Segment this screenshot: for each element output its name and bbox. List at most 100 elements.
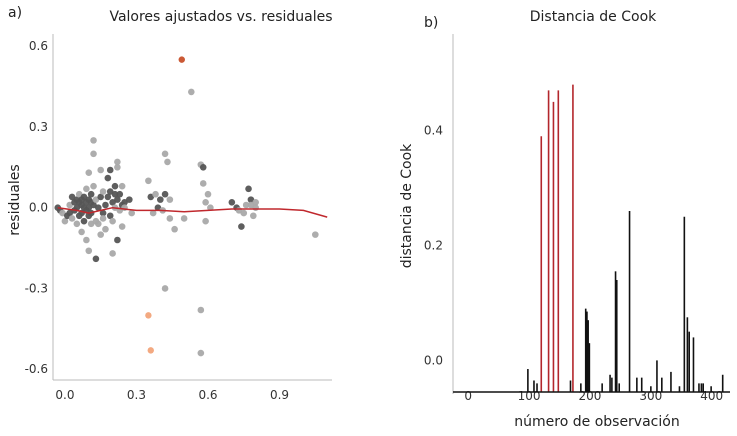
residual-point: [166, 196, 174, 203]
residual-point: [197, 306, 205, 314]
residual-point: [97, 193, 104, 201]
residual-point: [166, 215, 174, 222]
residual-point: [99, 209, 107, 217]
cook-y-axis-label: distancia de Cook: [399, 143, 415, 268]
residual-point: [202, 217, 209, 225]
residual-point: [114, 236, 121, 244]
residual-point: [188, 88, 195, 96]
residual-point: [152, 190, 159, 198]
residual-point: [161, 190, 169, 198]
residual-point: [149, 209, 157, 217]
residual-point: [78, 228, 85, 236]
cook-x-tick-label: 0: [464, 389, 472, 403]
residual-point: [252, 199, 259, 206]
residual-point: [95, 204, 102, 211]
residuals-x-tick-label: 0.6: [198, 388, 217, 402]
residual-point: [116, 190, 124, 198]
residual-point: [97, 166, 104, 174]
residual-point: [109, 250, 116, 257]
residuals-y-tick-label: -0.3: [25, 281, 48, 295]
residual-point: [104, 174, 112, 182]
residual-point: [104, 193, 112, 201]
residuals-y-tick-label: 0.6: [29, 39, 48, 53]
residuals-y-axis-label: residuales: [7, 164, 23, 235]
residual-point: [242, 201, 250, 209]
residuals-smooth-line: [57, 206, 328, 218]
residual-point: [109, 217, 116, 225]
residual-point: [197, 349, 205, 357]
residuals-x-tick-label: 0.3: [127, 388, 146, 402]
residual-point: [114, 158, 121, 166]
cook-y-tick-label: 0.4: [424, 124, 443, 138]
residual-point: [240, 209, 248, 217]
residual-point: [157, 196, 164, 203]
residual-point: [80, 217, 88, 225]
cook-x-axis-label: número de observación: [514, 414, 679, 430]
residual-point: [90, 182, 97, 190]
residual-point: [202, 199, 209, 206]
residual-point: [199, 164, 207, 171]
residual-point: [90, 150, 97, 158]
residual-point: [99, 215, 107, 222]
residual-point: [118, 182, 126, 190]
residual-point: [92, 255, 100, 263]
residuals-y-tick-label: -0.6: [25, 362, 48, 376]
residual-point: [245, 185, 252, 193]
residual-point: [68, 215, 76, 222]
residual-point: [106, 212, 114, 220]
residual-point: [145, 312, 152, 319]
residual-point: [61, 217, 69, 225]
residual-point: [252, 204, 259, 211]
residual-point: [111, 190, 119, 198]
residual-point: [228, 199, 236, 206]
cook-y-tick-label: 0.2: [424, 238, 443, 252]
cook-y-tick-label: 0.0: [424, 353, 443, 367]
residual-point: [95, 220, 102, 228]
residual-point: [85, 169, 93, 176]
residuals-points: [54, 56, 319, 357]
residual-point: [161, 285, 169, 292]
residual-point: [114, 164, 121, 171]
residual-point: [102, 201, 109, 209]
residual-point: [111, 182, 119, 190]
residual-point: [126, 196, 133, 203]
residual-point: [250, 212, 257, 220]
residual-point: [99, 188, 107, 195]
residuals-x-tick-label: 0.9: [270, 388, 289, 402]
residuals-x-tick-label: 0.0: [55, 388, 74, 402]
residual-point: [128, 209, 135, 217]
residual-point: [73, 220, 81, 228]
residual-point: [312, 231, 319, 238]
residuals-x-ticks: 0.0 0.3 0.6 0.9: [55, 388, 289, 402]
residual-point: [171, 225, 178, 233]
panel-b-label: b): [424, 15, 438, 31]
residuals-y-tick-label: 0.3: [29, 120, 48, 134]
residual-point: [204, 190, 212, 198]
residual-point: [87, 190, 95, 198]
residual-point: [145, 177, 152, 185]
residual-point: [180, 215, 188, 222]
residual-point: [164, 158, 171, 166]
residual-point: [83, 185, 90, 193]
residual-point: [178, 56, 185, 63]
residuals-panel: a) Valores ajustados vs. residuales resi…: [7, 5, 333, 402]
residual-point: [106, 166, 114, 174]
residuals-y-tick-label: 0.0: [29, 201, 48, 215]
residual-point: [118, 223, 126, 230]
residual-point: [85, 247, 93, 255]
residual-point: [238, 223, 245, 230]
residual-point: [161, 150, 169, 158]
residuals-chart-title: Valores ajustados vs. residuales: [109, 9, 332, 25]
cook-chart-title: Distancia de Cook: [530, 9, 657, 25]
residual-point: [97, 231, 104, 238]
residual-point: [83, 236, 90, 244]
residual-point: [90, 137, 97, 144]
cook-bars: [527, 84, 724, 392]
residual-point: [147, 347, 154, 354]
residual-point: [199, 180, 207, 187]
cook-panel: b) Distancia de Cook distancia de Cook n…: [399, 9, 730, 430]
panel-a-label: a): [8, 5, 22, 21]
residual-point: [207, 204, 214, 211]
